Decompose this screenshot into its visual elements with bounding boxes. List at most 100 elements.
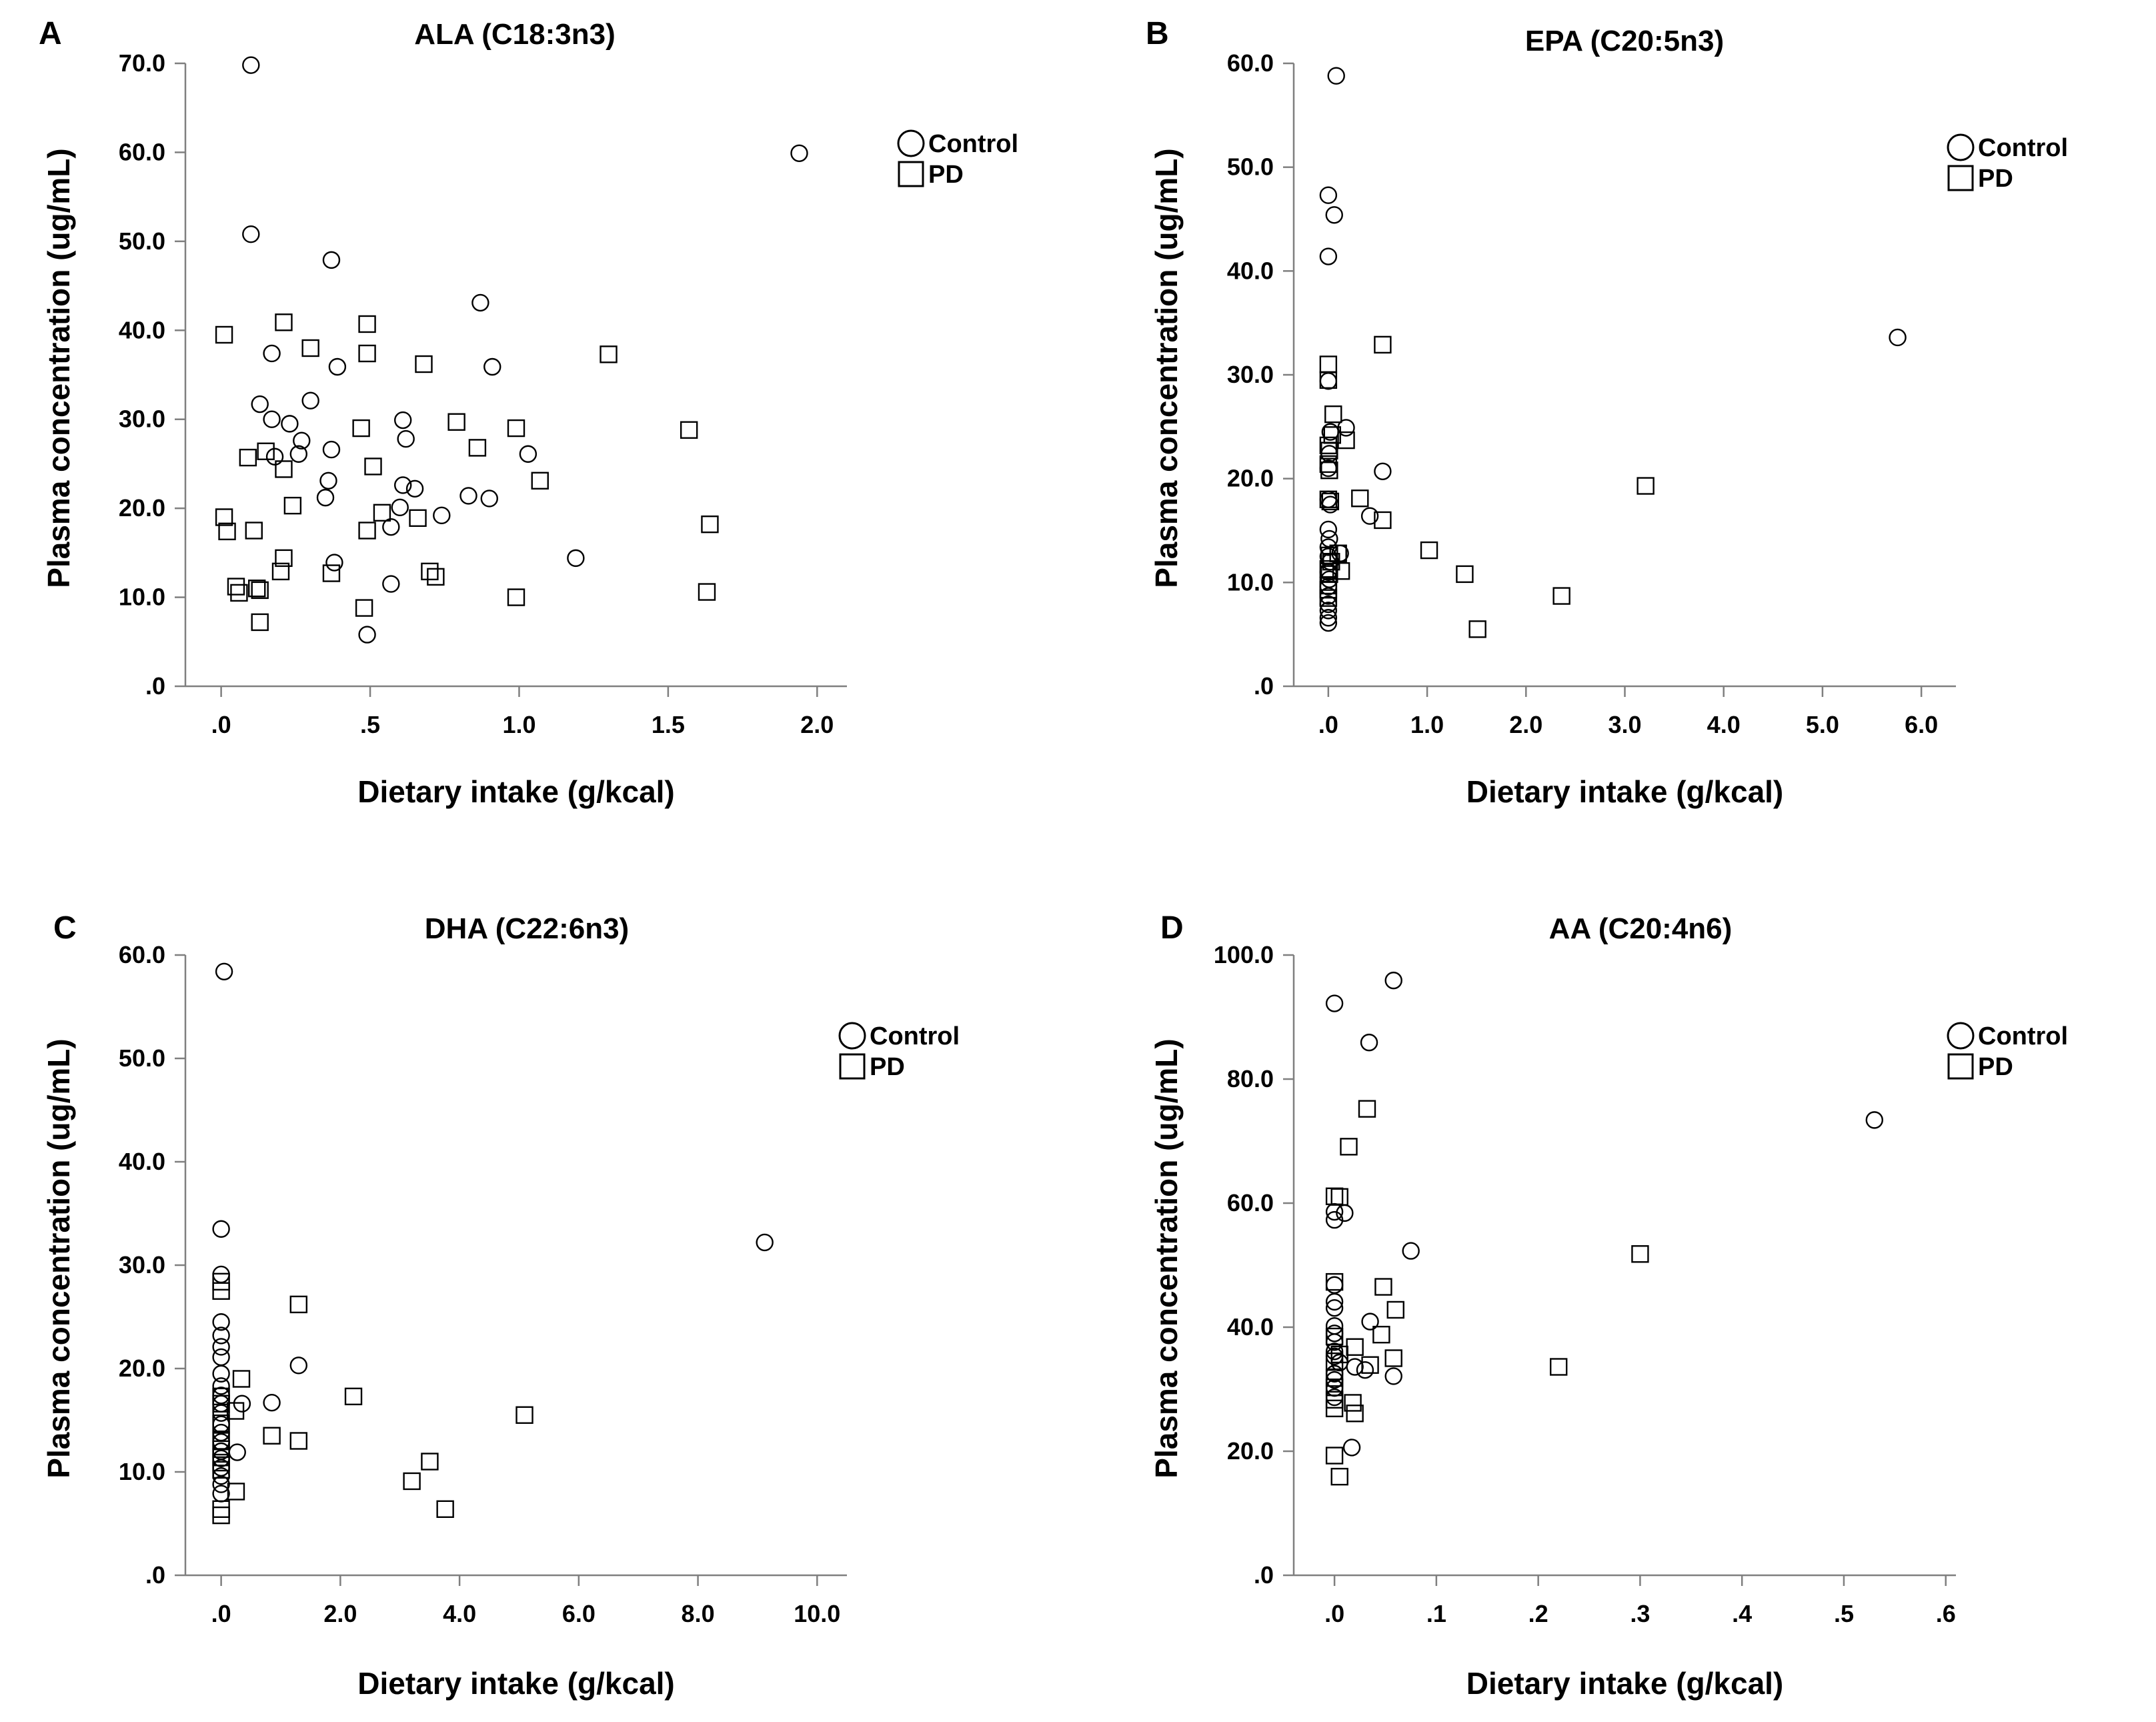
y-tick-label: 50.0 (119, 1044, 165, 1072)
x-tick-label: 1.0 (502, 711, 535, 738)
data-point-control (212, 1313, 230, 1331)
data-point-pd (212, 1500, 230, 1519)
data-point-pd (507, 588, 525, 606)
data-point-pd (364, 458, 382, 476)
data-point-control (281, 415, 299, 433)
y-tick-label: 40.0 (119, 1148, 165, 1175)
y-tick-label: 10.0 (1227, 568, 1274, 596)
data-point-pd (409, 509, 427, 528)
data-point-pd (1631, 1245, 1649, 1263)
chart-title: AA (C20:4n6) (1549, 912, 1733, 945)
y-axis-label: Plasma concentration (ug/mL) (41, 1038, 76, 1478)
y-tick-label: 30.0 (119, 1251, 165, 1278)
data-point-pd (1330, 1188, 1348, 1206)
y-tick-label: 10.0 (119, 584, 165, 611)
data-point-pd (427, 568, 445, 586)
data-point-pd (275, 549, 293, 568)
x-tick-label: .0 (211, 711, 231, 738)
y-tick-label: 100.0 (1214, 941, 1274, 968)
data-point-control (265, 448, 284, 466)
data-point-pd (1344, 1394, 1362, 1412)
y-axis-label: Plasma concentration (ug/mL) (41, 148, 76, 588)
legend-marker-pd (839, 1053, 866, 1080)
data-point-pd (1321, 492, 1340, 511)
x-tick-label: 2.0 (1509, 711, 1542, 738)
data-point-pd (358, 522, 376, 540)
y-tick-label: 40.0 (1227, 257, 1274, 284)
data-point-control (212, 1348, 230, 1367)
data-point-pd (1374, 1278, 1392, 1296)
data-point-pd (275, 460, 293, 478)
data-point-pd (698, 583, 716, 601)
panel-letter: D (1160, 910, 1184, 946)
data-point-control (391, 498, 409, 517)
data-point-pd (1358, 1100, 1376, 1118)
data-point-pd (212, 1414, 230, 1433)
data-point-control (242, 225, 260, 243)
data-point-pd (212, 1506, 230, 1525)
data-point-pd (468, 439, 487, 457)
data-point-pd (226, 1402, 245, 1420)
y-tick-label: 80.0 (1227, 1065, 1274, 1092)
series-pd (1325, 1100, 1649, 1486)
data-point-pd (263, 1427, 281, 1445)
y-tick-label: 20.0 (119, 494, 165, 522)
y-tick-label: 50.0 (119, 227, 165, 255)
data-point-pd (1319, 371, 1338, 389)
data-point-control (328, 357, 347, 376)
data-point-pd (1456, 565, 1474, 584)
data-point-pd (248, 580, 266, 598)
x-tick-label: .4 (1732, 1600, 1752, 1627)
data-point-pd (447, 413, 465, 431)
legend: Control PD (1947, 1022, 2068, 1081)
x-tick-label: .6 (1936, 1600, 1956, 1627)
data-point-control (1346, 1358, 1364, 1376)
x-tick-label: 6.0 (562, 1600, 596, 1627)
data-point-pd (1325, 1187, 1344, 1205)
series-control (1319, 67, 1907, 632)
data-point-control (471, 293, 489, 312)
data-point-pd (239, 448, 257, 467)
chart-title: DHA (C22:6n3) (425, 912, 629, 945)
data-point-pd (1319, 455, 1338, 474)
legend-marker-control (838, 1022, 866, 1050)
data-point-pd (1332, 562, 1350, 580)
legend-label-control: Control (1978, 1022, 2068, 1050)
data-point-pd (1552, 587, 1570, 605)
data-point-pd (515, 1406, 533, 1424)
data-point-control (393, 411, 412, 429)
legend-label-control: Control (870, 1022, 960, 1050)
data-point-pd (212, 1272, 230, 1291)
x-tick-label: 1.0 (1410, 711, 1444, 738)
legend-marker-pd (1947, 165, 1974, 191)
data-point-control (293, 432, 311, 450)
data-point-pd (1346, 1338, 1364, 1356)
data-point-pd (275, 313, 293, 331)
data-point-pd (1346, 1405, 1364, 1423)
data-point-control (1319, 602, 1338, 620)
data-point-control (397, 429, 415, 448)
x-tick-label: .5 (1834, 1600, 1854, 1627)
data-point-control (1360, 507, 1379, 525)
y-tick-label: 40.0 (119, 316, 165, 343)
y-tick-label: 60.0 (1227, 49, 1274, 77)
data-point-control (212, 1485, 230, 1503)
legend: Control PD (1947, 133, 2068, 193)
x-tick-label: .3 (1630, 1600, 1650, 1627)
legend-marker-control (897, 129, 925, 157)
data-point-control (263, 1393, 281, 1412)
data-point-control (756, 1233, 774, 1252)
x-tick-label: 1.5 (652, 711, 685, 738)
legend: Control PD (838, 1022, 960, 1081)
x-axis-label: Dietary intake (g/kcal) (1466, 1666, 1784, 1701)
data-point-pd (358, 315, 376, 333)
data-point-control (1342, 1439, 1361, 1457)
chart-title: ALA (C18:3n3) (414, 18, 616, 51)
data-point-control (1325, 1210, 1344, 1229)
y-tick-label: 30.0 (1227, 361, 1274, 388)
data-point-pd (1337, 431, 1355, 450)
legend-marker-pd (1947, 1053, 1974, 1080)
x-tick-label: .1 (1426, 1600, 1446, 1627)
data-point-control (316, 488, 335, 507)
